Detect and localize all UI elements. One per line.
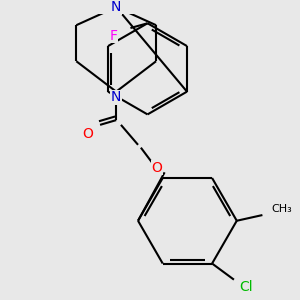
Text: O: O <box>152 160 163 175</box>
Text: F: F <box>109 28 117 43</box>
Text: N: N <box>111 0 122 14</box>
Text: O: O <box>82 128 93 141</box>
Text: Cl: Cl <box>239 280 253 294</box>
Text: CH₃: CH₃ <box>271 204 292 214</box>
Text: N: N <box>111 90 122 104</box>
